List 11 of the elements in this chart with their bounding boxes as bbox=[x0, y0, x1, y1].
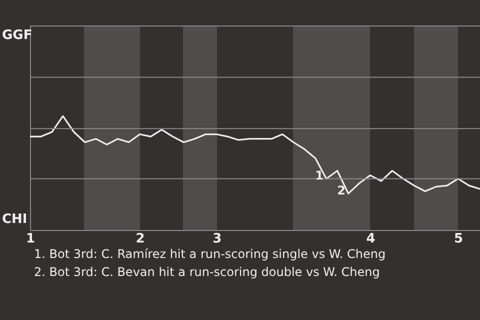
x-tick-label: 5 bbox=[454, 232, 464, 246]
annotation: 2 bbox=[337, 184, 346, 198]
text: GGF bbox=[2, 28, 32, 43]
x-tick-label: 1 bbox=[26, 232, 36, 246]
text: 2. Bot 3rd: C. Bevan hit a run-scoring double vs W. Cheng bbox=[34, 264, 381, 281]
annotation: 1 bbox=[315, 168, 324, 183]
text: 1. Bot 3rd: C. Ramírez hit a run-scoring single vs W. Cheng bbox=[34, 246, 386, 263]
x-tick-label: 2 bbox=[136, 232, 145, 246]
x-tick-label: 4 bbox=[366, 232, 376, 246]
x-tick-label: 3 bbox=[212, 232, 222, 246]
text: CHI bbox=[2, 212, 28, 227]
